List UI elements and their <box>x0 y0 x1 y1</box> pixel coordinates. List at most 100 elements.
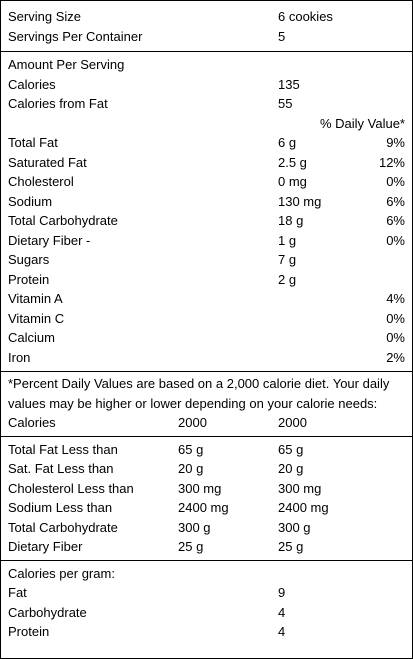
reference-label: Cholesterol Less than <box>8 480 134 496</box>
nutrient-name: Protein <box>8 271 50 287</box>
daily-value-label: % Daily Value* <box>319 115 405 131</box>
nutrient-daily-value: 6% <box>386 213 405 228</box>
reference-col2: 300 mg <box>278 480 322 496</box>
nutrient-row: Cholesterol 0 mg 0% <box>1 172 412 192</box>
nutrient-list: Total Fat 6 g 9% Saturated Fat 2.5 g 12% Chole… <box>1 133 412 289</box>
reference-header-col1: 2000 <box>178 415 207 430</box>
reference-row: Dietary Fiber 25 g 25 g <box>1 537 412 557</box>
nutrient-row: Sodium 130 mg 6% <box>1 192 412 212</box>
daily-value-heading: % Daily Value* <box>1 114 412 134</box>
nutrient-amount: 2 g <box>278 271 297 287</box>
macronutrient-name: Fat <box>8 585 27 600</box>
reference-col1: 300 g <box>178 519 211 535</box>
nutrient-amount: 7 g <box>278 252 297 267</box>
vitamin-list: Vitamin A 4% Vitamin C 0% Calcium 0% Iron 2% <box>1 289 412 367</box>
reference-row: Sat. Fat Less than 20 g 20 g <box>1 459 412 479</box>
reference-label: Total Fat Less than <box>8 441 118 457</box>
reference-row: Sodium Less than 2400 mg 2400 mg <box>1 498 412 518</box>
calories-per-gram-value: 4 <box>278 604 286 620</box>
serving-size-label: Serving Size <box>8 9 81 24</box>
calories-per-gram-row: Fat 9 <box>1 583 412 603</box>
nutrient-name: Total Carbohydrate <box>8 213 118 228</box>
reference-col1: 2400 mg <box>178 500 229 515</box>
reference-label: Sodium Less than <box>8 500 113 515</box>
calories-per-gram-list: Fat 9 Carbohydrate 4 Protein 4 <box>1 583 412 642</box>
nutrient-daily-value: 9% <box>386 135 405 150</box>
nutrient-amount: 1 g <box>278 232 297 248</box>
reference-header-label: Calories <box>8 415 56 430</box>
nutrient-amount: 130 mg <box>278 193 322 209</box>
nutrient-daily-value: 0% <box>386 174 405 189</box>
nutrient-name: Sodium <box>8 193 53 209</box>
reference-col1: 25 g <box>178 539 204 554</box>
reference-label: Sat. Fat Less than <box>8 461 114 476</box>
reference-col2: 20 g <box>278 461 304 476</box>
nutrient-name: Total Fat <box>8 135 58 150</box>
reference-label: Total Carbohydrate <box>8 519 118 535</box>
nutrient-row: Sugars 7 g <box>1 250 412 270</box>
vitamin-row: Vitamin A 4% <box>1 289 412 309</box>
daily-values-footnote: *Percent Daily Values are based on a 2,0… <box>8 376 390 411</box>
reference-label: Dietary Fiber <box>8 539 83 554</box>
vitamin-name: Vitamin C <box>8 310 65 326</box>
vitamin-name: Iron <box>8 349 31 365</box>
amount-per-serving-label: Amount Per Serving <box>8 57 125 72</box>
nutrient-row: Total Fat 6 g 9% <box>1 133 412 153</box>
amount-per-serving-heading: Amount Per Serving <box>1 55 412 75</box>
nutrient-name: Dietary Fiber - <box>8 232 91 248</box>
divider <box>1 435 412 437</box>
nutrient-name: Sugars <box>8 252 50 267</box>
vitamin-row: Calcium 0% <box>1 328 412 348</box>
vitamin-row: Iron 2% <box>1 348 412 368</box>
nutrient-amount: 2.5 g <box>278 154 307 170</box>
nutrient-name: Cholesterol <box>8 174 74 189</box>
vitamin-daily-value: 0% <box>386 330 405 345</box>
calories-from-fat-row: Calories from Fat 55 <box>1 94 412 114</box>
macronutrient-name: Protein <box>8 624 50 639</box>
divider <box>1 559 412 561</box>
nutrient-amount: 6 g <box>278 135 297 150</box>
reference-header-row: Calories 2000 2000 <box>1 413 412 433</box>
divider <box>1 371 412 372</box>
calories-per-gram-value: 9 <box>278 585 286 600</box>
calories-per-gram-value: 4 <box>278 624 286 639</box>
reference-col2: 2400 mg <box>278 500 329 515</box>
calories-label: Calories <box>8 76 56 92</box>
serving-size-value: 6 cookies <box>278 9 333 24</box>
calories-from-fat-label: Calories from Fat <box>8 96 108 111</box>
reference-row: Cholesterol Less than 300 mg 300 mg <box>1 479 412 499</box>
calories-value: 135 <box>278 76 300 92</box>
reference-col1: 65 g <box>178 441 204 457</box>
macronutrient-name: Carbohydrate <box>8 604 87 620</box>
calories-per-gram-heading: Calories per gram: <box>1 564 412 584</box>
vitamin-name: Vitamin A <box>8 291 63 306</box>
nutrient-daily-value: 12% <box>378 154 405 170</box>
reference-header-col2: 2000 <box>278 415 307 430</box>
nutrient-amount: 0 mg <box>278 174 307 189</box>
reference-col2: 65 g <box>278 441 304 457</box>
reference-col1: 300 mg <box>178 480 222 496</box>
nutrient-row: Total Carbohydrate 18 g 6% <box>1 211 412 231</box>
nutrient-daily-value: 0% <box>386 232 405 248</box>
reference-col2: 300 g <box>278 519 311 535</box>
vitamin-name: Calcium <box>8 330 55 345</box>
nutrient-name: Saturated Fat <box>8 154 87 170</box>
reference-row: Total Carbohydrate 300 g 300 g <box>1 518 412 538</box>
nutrient-row: Dietary Fiber - 1 g 0% <box>1 231 412 251</box>
divider <box>1 51 412 52</box>
nutrient-row: Saturated Fat 2.5 g 12% <box>1 153 412 173</box>
reference-col2: 25 g <box>278 539 304 554</box>
calories-per-gram-row: Protein 4 <box>1 622 412 642</box>
vitamin-daily-value: 4% <box>386 291 405 306</box>
servings-per-container-label: Servings Per Container <box>8 28 143 44</box>
calories-per-gram-label: Calories per gram: <box>8 565 115 581</box>
vitamin-daily-value: 2% <box>386 349 405 365</box>
nutrient-daily-value: 6% <box>386 193 405 209</box>
servings-per-container-value: 5 <box>278 28 286 44</box>
calories-per-gram-row: Carbohydrate 4 <box>1 603 412 623</box>
vitamin-daily-value: 0% <box>386 310 405 326</box>
reference-table: Total Fat Less than 65 g 65 g Sat. Fat Less… <box>1 440 412 557</box>
nutrient-row: Protein 2 g <box>1 270 412 290</box>
vitamin-row: Vitamin C 0% <box>1 309 412 329</box>
